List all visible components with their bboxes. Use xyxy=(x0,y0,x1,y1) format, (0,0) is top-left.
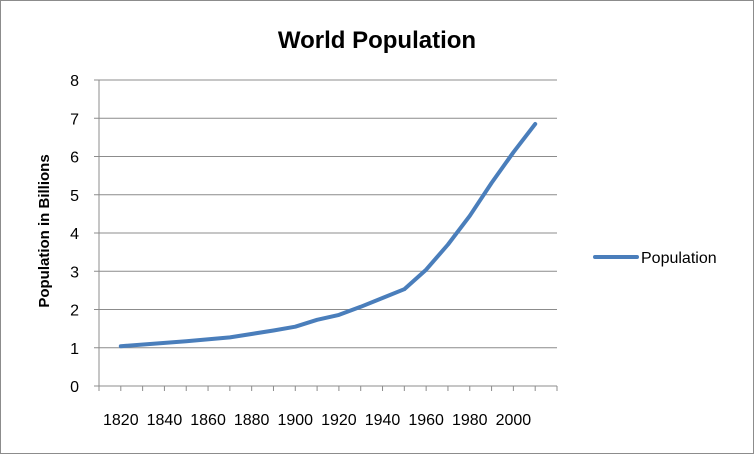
legend-label: Population xyxy=(641,250,717,267)
x-tick-label: 1920 xyxy=(321,412,357,429)
y-axis-ticks: 0 1 2 3 4 5 6 7 8 xyxy=(70,73,79,396)
x-tick-label: 1980 xyxy=(452,412,488,429)
y-tick-label: 8 xyxy=(70,73,79,90)
gridlines xyxy=(99,79,557,349)
x-tick-label: 1840 xyxy=(147,412,183,429)
x-tick-label: 1900 xyxy=(277,412,313,429)
x-tick-label: 1860 xyxy=(190,412,226,429)
y-tick-label: 7 xyxy=(70,111,79,128)
y-tick-label: 6 xyxy=(70,150,79,167)
y-tick-label: 4 xyxy=(70,226,79,243)
y-axis-label: Population in Billions xyxy=(36,154,53,307)
chart-title: World Population xyxy=(278,27,476,54)
series-line-population xyxy=(118,122,538,349)
x-tick-label: 1880 xyxy=(234,412,270,429)
y-tick-label: 0 xyxy=(70,379,79,396)
x-tick-label: 1820 xyxy=(103,412,139,429)
legend: Population xyxy=(593,250,717,267)
y-tick-label: 3 xyxy=(70,264,79,281)
series-layer xyxy=(118,122,538,349)
x-tick-label: 2000 xyxy=(496,412,532,429)
axes xyxy=(94,79,558,391)
x-axis-ticks: 1820 1840 1860 1880 1900 1920 1940 1960 1980 2000 xyxy=(103,412,531,429)
x-tick-label: 1940 xyxy=(365,412,401,429)
y-tick-label: 1 xyxy=(70,341,79,358)
x-tick-label: 1960 xyxy=(408,412,444,429)
y-tick-label: 5 xyxy=(70,188,79,205)
y-tick-label: 2 xyxy=(70,303,79,320)
